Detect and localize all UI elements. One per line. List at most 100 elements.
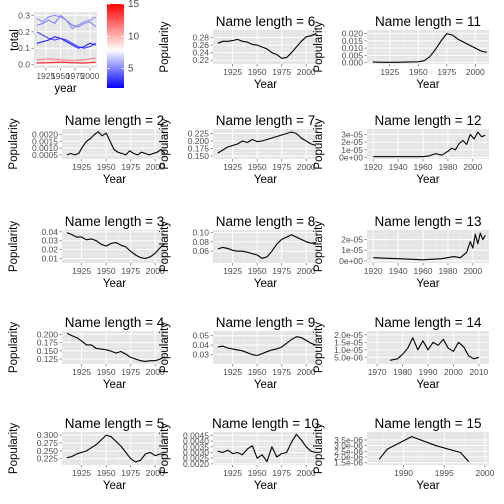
series-line-1	[373, 131, 486, 158]
x-tick-label: 1925	[223, 468, 242, 478]
x-tick-label: 2000	[475, 468, 494, 478]
x-axis-label: Year	[416, 174, 439, 186]
series-line-1	[217, 33, 317, 59]
x-tick-label: 2000	[297, 468, 316, 478]
panel-title: Name length = 14	[375, 315, 482, 330]
x-axis-label: Year	[254, 480, 277, 492]
x-axis-label: year	[54, 83, 77, 95]
y-tick-label: 0.250	[37, 446, 59, 456]
x-tick-label: 1995	[435, 468, 454, 478]
y-axis-label: Popularity	[8, 423, 20, 474]
facet-panel-10: 1925 1950 1975 2000 0.0000.0050.0100.0150.02…	[313, 14, 489, 91]
series-line-1	[66, 434, 166, 463]
y-tick-label: 0.0035	[183, 442, 209, 452]
y-tick-label: 0.0025	[183, 453, 209, 463]
y-tick-label: 3e-05	[341, 129, 363, 139]
y-tick-label: 0.175	[37, 338, 59, 348]
panel-title: Name length = 8	[216, 214, 315, 229]
y-tick-label: 0.225	[188, 129, 210, 139]
facet-panel-2: 1925 1950 1975 2000 0.010.020.030.04 Name len…	[8, 214, 167, 290]
x-tick-label: 1990	[394, 468, 413, 478]
y-tick-label: 0e+00	[339, 256, 363, 266]
series-line-5	[36, 57, 96, 62]
x-axis-label: Year	[103, 480, 126, 492]
facet-panel-8: 1925 1950 1975 2000 0.030.040.05 Name length …	[159, 315, 318, 391]
x-tick-label: 2010	[469, 367, 488, 377]
y-tick-label: 2.5e-06	[334, 446, 363, 456]
x-tick-label: 1975	[272, 67, 291, 77]
x-tick-label: 1920	[364, 266, 383, 276]
y-tick-label: 0.1	[18, 43, 30, 53]
y-tick-label: 2e-05	[341, 137, 363, 147]
x-tick-label: 2000	[297, 162, 316, 172]
x-tick-label: 1925	[72, 468, 91, 478]
panel-title: Name length = 10	[212, 416, 319, 431]
panel-title: Name length = 12	[375, 113, 482, 128]
y-tick-label: 0.020	[342, 29, 364, 39]
plot-background	[213, 30, 318, 64]
series-line-4	[36, 36, 96, 49]
x-tick-label: 1950	[409, 67, 428, 77]
y-tick-label: 0.150	[37, 346, 59, 356]
series-line-2	[36, 14, 97, 28]
x-tick-label: 2000	[297, 266, 316, 276]
y-tick-label: 2.0e-06	[334, 452, 363, 462]
y-tick-label: 3.0e-06	[334, 441, 363, 451]
panel-title: Name length = 9	[216, 315, 315, 330]
y-tick-label: 1e-05	[341, 245, 363, 255]
y-tick-label: 0.26	[192, 40, 209, 50]
panel-title: Name length = 15	[375, 416, 482, 431]
y-axis-label: Popularity	[159, 423, 171, 474]
x-tick-label: 1940	[389, 266, 408, 276]
x-tick-label: 1925	[36, 71, 55, 81]
colorbar-label: 10	[128, 31, 140, 42]
y-tick-label: 0.24	[192, 48, 209, 58]
y-tick-label: 0.300	[37, 430, 59, 440]
y-tick-label: 0.125	[37, 354, 59, 364]
x-tick-label: 2000	[463, 162, 482, 172]
y-axis-label: Popularity	[159, 118, 171, 169]
x-axis-label: Year	[254, 278, 277, 290]
y-tick-label: 0.03	[41, 236, 58, 246]
y-tick-label: 0.0030	[183, 447, 209, 457]
facet-panel-7: 1925 1950 1975 2000 0.060.080.10 Name length …	[159, 214, 318, 290]
x-tick-label: 1950	[97, 162, 116, 172]
colorbar-label: 5	[128, 64, 134, 75]
facet-panel-14: 1990 1995 2000 1.5e-062.0e-062.5e-063.0e-06…	[313, 416, 495, 492]
y-tick-label: 0.08	[192, 237, 209, 247]
x-tick-label: 1975	[121, 367, 140, 377]
x-axis-label: Year	[254, 174, 277, 186]
x-tick-label: 1975	[121, 266, 140, 276]
x-axis-label: Year	[416, 379, 439, 391]
y-tick-label: 0.275	[37, 438, 59, 448]
panel-title: Name length = 13	[375, 214, 482, 229]
colorbar-gradient	[107, 4, 124, 88]
series-line-1	[217, 433, 317, 463]
series-line-6	[36, 61, 96, 64]
x-tick-label: 1990	[419, 367, 438, 377]
y-axis-label: Popularity	[159, 21, 171, 72]
y-tick-label: 1.5e-05	[334, 337, 363, 347]
panel-title: Name length = 2	[65, 113, 164, 128]
x-tick-label: 1925	[72, 367, 91, 377]
x-tick-label: 1925	[72, 266, 91, 276]
x-tick-label: 1975	[272, 367, 291, 377]
colorbar-label: 15	[128, 0, 140, 10]
x-axis-label: Year	[416, 79, 439, 91]
series-line-1	[66, 232, 166, 260]
y-tick-label: 0.02	[41, 245, 58, 255]
x-tick-label: 1925	[223, 266, 242, 276]
x-axis-label: Year	[103, 379, 126, 391]
x-tick-label: 1925	[223, 67, 242, 77]
x-tick-label: 2000	[146, 468, 165, 478]
y-tick-label: 0.010	[342, 43, 364, 53]
series-line-1	[217, 131, 317, 154]
x-tick-label: 1950	[97, 266, 116, 276]
y-tick-label: 0.015	[342, 36, 364, 46]
x-tick-label: 1950	[248, 162, 267, 172]
y-tick-label: 0.0	[18, 60, 30, 70]
series-line-1	[217, 234, 317, 259]
x-tick-label: 1950	[97, 468, 116, 478]
y-tick-label: 1e-05	[341, 145, 363, 155]
